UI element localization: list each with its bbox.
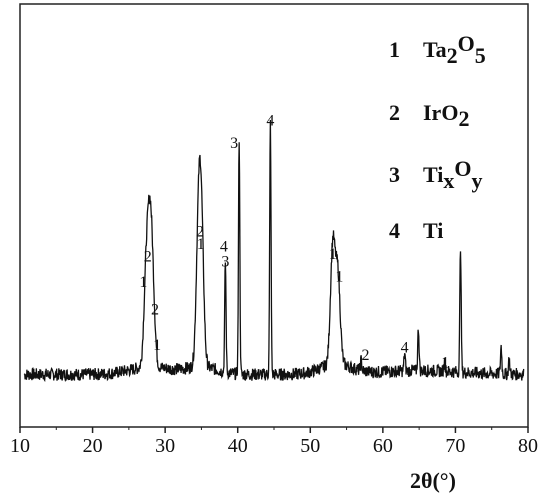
x-tick-label-50: 50 bbox=[300, 435, 320, 457]
x-tick-label-40: 40 bbox=[228, 435, 248, 457]
peak-label-1: 1 bbox=[329, 246, 337, 263]
x-axis-label: 2θ(°) bbox=[410, 468, 456, 493]
peak-label-4: 4 bbox=[401, 339, 409, 356]
legend-number-4: 4 bbox=[389, 218, 400, 243]
peak-label-2: 2 bbox=[151, 301, 159, 318]
legend: 1 Ta2O5 2 IrO2 3 TixOy 4 Ti bbox=[389, 31, 486, 243]
x-tick-label-60: 60 bbox=[373, 435, 393, 457]
x-tick-label-20: 20 bbox=[83, 435, 103, 457]
xrd-pattern-line bbox=[23, 120, 525, 383]
peak-label-3: 3 bbox=[230, 135, 238, 152]
x-axis-label-unit: (°) bbox=[432, 468, 455, 493]
x-tick-label-80: 80 bbox=[518, 435, 538, 457]
x-tick-label-70: 70 bbox=[445, 435, 465, 457]
x-tick-label-10: 10 bbox=[10, 435, 30, 457]
peak-label-1: 1 bbox=[335, 269, 343, 286]
peak-label-4: 4 bbox=[220, 238, 228, 255]
legend-formula-1: Ta2O5 bbox=[423, 31, 486, 68]
legend-formula-3: TixOy bbox=[423, 156, 483, 193]
x-axis-tick-labels: 10 20 30 40 50 60 70 80 bbox=[10, 435, 538, 457]
peak-label-1: 1 bbox=[197, 236, 205, 253]
legend-number-3: 3 bbox=[389, 162, 400, 187]
legend-number-1: 1 bbox=[389, 37, 400, 62]
peak-label-1: 1 bbox=[153, 337, 161, 354]
x-tick-label-30: 30 bbox=[155, 435, 175, 457]
legend-formula-2: IrO2 bbox=[423, 100, 469, 131]
peak-label-1: 1 bbox=[441, 354, 449, 371]
peak-label-4: 4 bbox=[266, 112, 274, 129]
legend-formula-4: Ti bbox=[423, 218, 443, 243]
legend-number-2: 2 bbox=[389, 100, 400, 125]
peak-label-3: 3 bbox=[221, 254, 229, 271]
peak-label-2: 2 bbox=[144, 249, 152, 266]
peak-label-2: 2 bbox=[361, 347, 369, 364]
peak-label-1: 1 bbox=[139, 274, 147, 291]
x-axis-ticks bbox=[19, 427, 529, 433]
x-axis-label-main: 2θ bbox=[410, 468, 432, 493]
peak-label-2: 2 bbox=[196, 223, 204, 240]
